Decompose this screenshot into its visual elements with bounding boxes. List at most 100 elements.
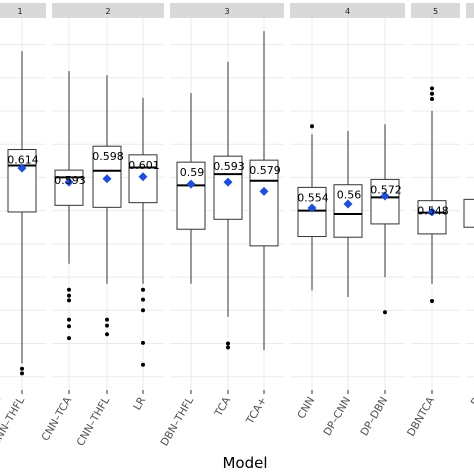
box-series: 0.593 [54,71,86,341]
mean-marker [102,174,112,184]
outlier-point [67,298,71,303]
mean-value-label: 0.614 [7,154,39,167]
facet-panel: 5 0.548 [411,3,460,390]
facet-strip-label: 5 [433,7,438,16]
x-tick-label: BCNN–THFL [0,395,27,454]
outlier-point [141,308,145,313]
facet-panel: 60. [463,3,474,390]
outlier-point [430,97,434,102]
box-iqr [463,198,474,228]
mean-value-label: 0.593 [213,160,245,173]
outlier-point [430,86,434,91]
box-series: 0.614 [7,51,39,376]
outlier-point [105,317,109,322]
x-tick-label: TCA [0,394,4,419]
mean-marker [223,177,233,187]
mean-marker [186,179,196,189]
outlier-point [141,362,145,367]
box-series: 0. [463,198,474,228]
outlier-point [20,371,24,376]
facet-strip [52,3,164,18]
mean-value-label: 0.579 [249,164,281,177]
facet-strip [170,3,284,18]
mean-marker [307,203,317,213]
x-tick-label: DBNTCA [405,394,438,438]
box-series: 0.554 [297,124,329,291]
facet-strip-label: 3 [224,7,229,16]
box-series: 0.572 [370,124,402,315]
x-tick-label: DBN–THFL [159,395,197,448]
mean-marker [138,172,148,182]
facet-strip-label: 1 [17,7,22,16]
facet-strip [0,3,46,18]
outlier-point [430,298,434,303]
outlier-point [105,323,109,328]
mean-marker [259,186,269,196]
box-iqr [54,169,84,206]
mean-marker [343,199,353,209]
x-axis-title: Model [222,454,267,472]
box-iqr [333,184,363,238]
outlier-point [67,324,71,329]
x-tick-label: TCA [212,394,233,419]
mean-value-label: 0.593 [54,174,86,187]
box-iqr [176,161,206,230]
facet-strip [466,3,474,18]
mean-value-label: 0.56 [337,189,362,202]
outlier-point [430,91,434,96]
box-series: 0.593 [213,61,245,350]
mean-value-label: 0.548 [417,205,449,218]
mean-value-label: 0.572 [370,183,402,196]
outlier-point [226,345,230,350]
outlier-point [141,287,145,292]
mean-marker [427,207,437,217]
facet-strip [290,3,405,18]
facet-panel: 3 0.59 0.593 0.579 [170,3,284,390]
mean-marker [17,163,27,173]
outlier-point [20,366,24,371]
mean-value-label: 0.598 [92,150,124,163]
mean-value-label: 0.554 [297,191,329,204]
outlier-point [67,317,71,322]
facet-panel: 2 0.593 0.598 0.601 [52,3,164,390]
x-tick-label: CNN–TCA [39,394,74,443]
mean-value-label: 0.601 [128,159,160,172]
box-series: 0.59 [176,93,206,284]
facet-panel: 4 0.554 0.56 0.572 [290,3,405,390]
box-series: 0.579 [249,31,281,351]
outlier-point [383,310,387,315]
facet-panels: 1 0.614 2 0.593 0.598 0.601 3 0.59 0.593 0.579 4 0.… [0,3,474,390]
x-tick-label: CNN [295,395,317,421]
box-iqr [417,200,447,235]
x-tick-label: D [469,395,474,408]
box-iqr [249,159,279,247]
outlier-point [67,293,71,298]
box-series: 0.601 [128,97,160,367]
facet-strip-label: 2 [105,7,110,16]
x-tick-label: LR [131,395,148,412]
facet-strip-label: 4 [345,7,350,16]
facet-panel: 1 0.614 [0,3,46,390]
box-iqr [213,155,243,220]
outlier-point [105,332,109,337]
facet-strip [411,3,460,18]
mean-marker [380,191,390,201]
outlier-point [141,297,145,302]
x-tick-label: CNN–THFL [75,395,113,448]
x-tick-label: DP–CNN [321,395,353,438]
box-series: 0.56 [333,130,363,297]
outlier-point [226,341,230,346]
outlier-point [310,124,314,129]
outlier-point [67,336,71,341]
x-tick-label: TCA+ [244,395,269,427]
outlier-point [67,287,71,292]
box-series: 0.548 [417,86,449,303]
box-series: 0.598 [92,75,124,337]
x-tick-label: DP–DBN [358,395,390,438]
box-iqr [370,178,400,225]
mean-marker [64,177,74,187]
outlier-point [141,340,145,345]
mean-value-label: 0.59 [180,166,205,179]
